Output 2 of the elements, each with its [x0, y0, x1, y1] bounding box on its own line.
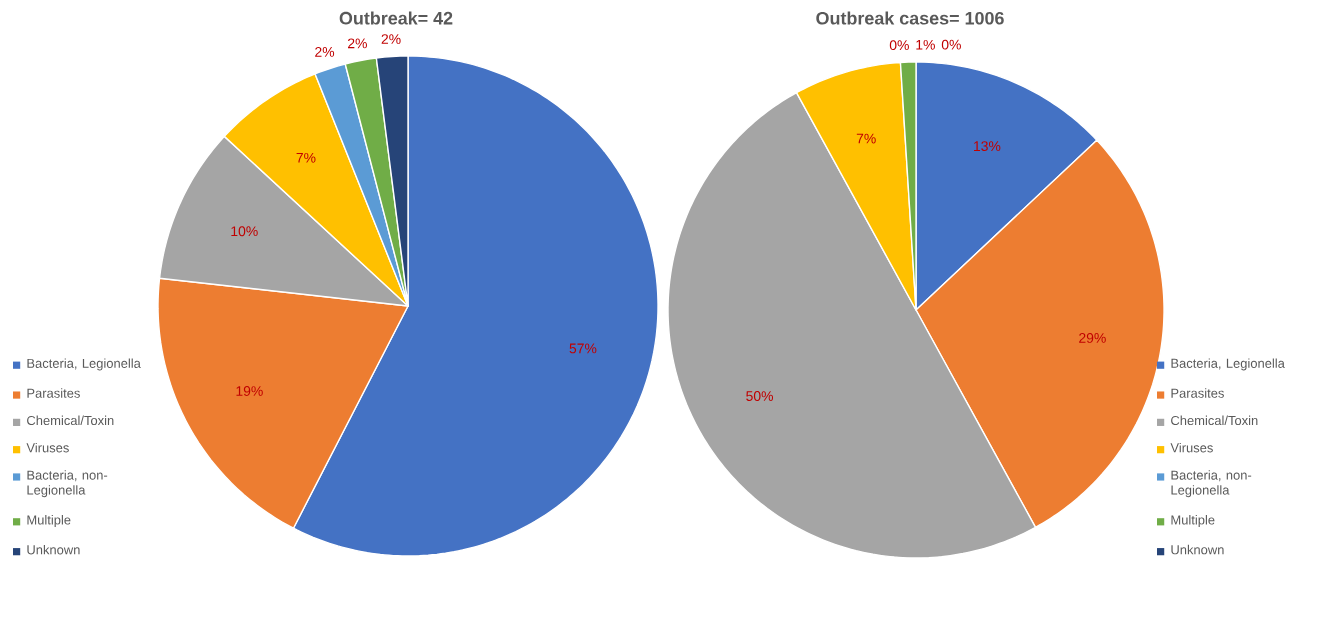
chart-title: Outbreak cases= 1006 [816, 11, 1004, 25]
chart-title: Outbreak= 42 [339, 11, 453, 25]
